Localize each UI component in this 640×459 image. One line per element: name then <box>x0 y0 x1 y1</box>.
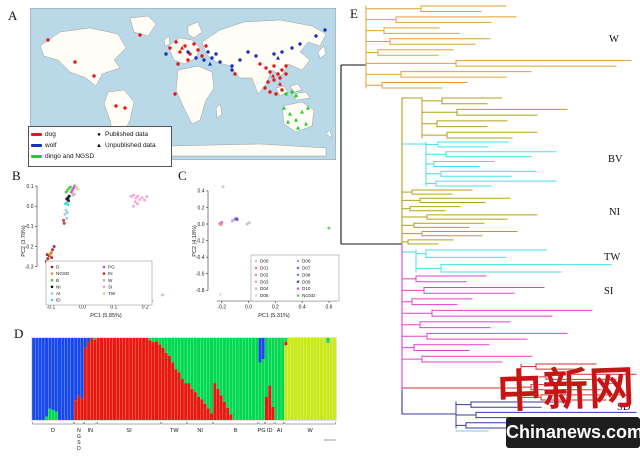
svg-text:-0.2: -0.2 <box>217 305 226 311</box>
svg-text:NI: NI <box>56 284 61 289</box>
svg-text:0.0: 0.0 <box>27 204 34 210</box>
panel-d-label: D <box>14 326 24 341</box>
legend-item-dingo: dingo and NGSD <box>31 151 95 162</box>
svg-text:N: N <box>77 428 81 434</box>
svg-text:-0.1: -0.1 <box>25 224 34 230</box>
dingo-color-swatch <box>31 155 42 158</box>
pca-plot-b: -0.1 0.0 0.1 0.2 0.1 0.0 -0.1 -0.2 -0.3 PC1 (5.85… <box>21 184 165 319</box>
dog-label: dog <box>45 131 56 138</box>
svg-text:G: G <box>77 434 81 440</box>
svg-text:TW: TW <box>108 291 116 296</box>
legend-item-published: ● Published data <box>95 129 156 140</box>
svg-text:D01: D01 <box>260 266 269 271</box>
svg-text:B: B <box>56 278 59 283</box>
svg-text:ID: ID <box>56 298 61 303</box>
map-legend: dog wolf dingo and NGSD ● Published data… <box>28 126 172 167</box>
unpublished-label: Unpublished data <box>105 142 156 149</box>
svg-text:PG: PG <box>108 265 115 270</box>
svg-text:AI: AI <box>56 291 60 296</box>
svg-text:PC1 (5.85%): PC1 (5.85%) <box>90 313 122 319</box>
svg-text:PC2 (3.78%): PC2 (3.78%) <box>21 225 27 257</box>
svg-text:IN: IN <box>87 428 93 434</box>
dingo-label: dingo and NGSD <box>45 153 95 160</box>
panel-e-label: E <box>350 6 358 21</box>
svg-text:0.0: 0.0 <box>79 305 86 311</box>
svg-text:D10: D10 <box>302 286 311 291</box>
svg-text:SI: SI <box>108 284 112 289</box>
svg-text:NI: NI <box>197 428 203 434</box>
published-label: Published data <box>105 131 149 138</box>
svg-text:IN: IN <box>108 271 113 276</box>
chinanews-url-badge: Chinanews.com <box>506 417 640 448</box>
wolf-color-swatch <box>31 144 42 147</box>
svg-text:NGSD: NGSD <box>56 271 70 276</box>
svg-text:0.0: 0.0 <box>198 222 205 228</box>
wolf-label: wolf <box>45 142 57 149</box>
svg-text:0.0: 0.0 <box>245 305 252 311</box>
svg-text:SI: SI <box>126 428 132 434</box>
svg-text:D07: D07 <box>302 266 311 271</box>
svg-text:B: B <box>234 428 238 434</box>
circle-marker-icon: ● <box>97 131 101 138</box>
svg-text:0.1: 0.1 <box>110 305 117 311</box>
svg-text:W: W <box>609 34 619 45</box>
svg-text:S: S <box>77 440 81 446</box>
panel-c-label: C <box>178 168 187 183</box>
svg-text:TW: TW <box>604 252 620 263</box>
svg-text:D04: D04 <box>260 286 269 291</box>
svg-text:D02: D02 <box>260 272 269 277</box>
svg-text:0.2: 0.2 <box>142 305 149 311</box>
svg-text:NGSD: NGSD <box>302 293 316 298</box>
svg-text:-0.1: -0.1 <box>47 305 56 311</box>
phylogenetic-tree: W BV NI TW SI D SD <box>340 5 637 432</box>
pca-plot-c: -0.2 0.0 0.2 0.4 0.6 0.4 0.2 0.0 -0.2 -0.4 -0.6 -0.… <box>192 185 340 319</box>
svg-text:-0.6: -0.6 <box>196 271 205 277</box>
svg-text:-0.8: -0.8 <box>196 288 205 294</box>
svg-text:AI: AI <box>277 428 283 434</box>
svg-text:BV: BV <box>608 154 623 165</box>
svg-text:W: W <box>108 278 113 283</box>
svg-text:-0.4: -0.4 <box>196 255 205 261</box>
svg-text:PG: PG <box>258 428 266 434</box>
svg-text:D: D <box>51 428 55 434</box>
panel-b-label: B <box>12 168 21 183</box>
svg-text:D05: D05 <box>260 293 269 298</box>
svg-text:0.6: 0.6 <box>325 305 332 311</box>
svg-text:D: D <box>56 265 60 270</box>
triangle-marker-icon: ▲ <box>96 142 102 149</box>
svg-text:0.2: 0.2 <box>272 305 279 311</box>
svg-text:D00: D00 <box>260 259 269 264</box>
panel-a-label: A <box>8 8 18 23</box>
svg-text:D: D <box>77 446 81 452</box>
svg-text:PC2 (4.18%): PC2 (4.18%) <box>192 225 198 257</box>
svg-text:-0.2: -0.2 <box>196 238 205 244</box>
svg-text:SI: SI <box>604 286 614 297</box>
svg-text:0.1: 0.1 <box>27 184 34 190</box>
svg-text:TW: TW <box>170 428 179 434</box>
svg-text:SD: SD <box>617 402 631 413</box>
svg-text:D03: D03 <box>260 279 269 284</box>
svg-text:PC1 (5.31%): PC1 (5.31%) <box>258 313 290 319</box>
svg-text:-0.2: -0.2 <box>25 244 34 250</box>
svg-text:ID: ID <box>267 428 273 434</box>
svg-text:-0.3: -0.3 <box>25 265 34 271</box>
svg-text:0.4: 0.4 <box>299 305 306 311</box>
svg-text:D06: D06 <box>302 259 311 264</box>
dog-color-swatch <box>31 133 42 136</box>
svg-text:D09: D09 <box>302 279 311 284</box>
svg-text:D: D <box>607 376 615 387</box>
svg-text:W: W <box>308 428 314 434</box>
svg-text:0.2: 0.2 <box>198 205 205 211</box>
legend-item-unpublished: ▲ Unpublished data <box>95 140 156 151</box>
svg-text:NI: NI <box>609 207 621 218</box>
legend-item-wolf: wolf <box>31 140 95 151</box>
chinanews-cn-watermark: 中新网 <box>496 362 636 418</box>
svg-text:D08: D08 <box>302 272 311 277</box>
svg-text:0.4: 0.4 <box>198 189 205 195</box>
legend-item-dog: dog <box>31 129 95 140</box>
